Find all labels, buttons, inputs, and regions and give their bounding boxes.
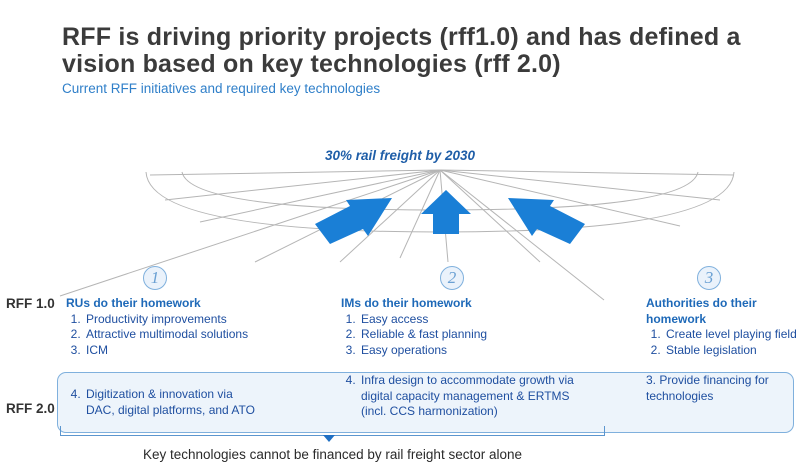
fan-ray [399,169,441,259]
column-1-rff1: RUs do their homework Productivity impro… [66,296,276,358]
column-3-rff1: Authorities do their homework Create lev… [646,296,798,358]
fan-ray [164,169,441,201]
column-2-rff2-list: Infra design to accommodate growth via d… [341,373,581,420]
footer-note: Key technologies cannot be financed by r… [143,447,522,462]
left-arrow-icon [315,198,392,244]
column-2-heading: IMs do their homework [341,296,472,310]
list-item: Attractive multimodal solutions [84,327,256,343]
list-item: Digitization & innovation via DAC, digit… [84,387,256,418]
column-1-rff2-list: Digitization & innovation via DAC, digit… [66,387,256,418]
fan-ray [439,169,541,263]
fan-ray [59,169,441,297]
right-arrow-icon [508,198,585,244]
column-2-rff1: IMs do their homework Easy access Reliab… [341,296,571,358]
column-3-list: Create level playing field Stable legisl… [646,327,798,358]
down-arrow-icon [323,435,335,442]
fan-ray [439,169,735,176]
column-1-rff2: Digitization & innovation via DAC, digit… [66,387,256,418]
fan-ray [439,169,605,301]
fan-ray [439,169,681,227]
list-item: Infra design to accommodate growth via d… [359,373,581,420]
column-3-rff2: 3. Provide financing for technologies [646,373,769,403]
row-label-rff1: RFF 1.0 [6,296,55,311]
page-title: RFF is driving priority projects (rff1.0… [62,23,741,78]
goal-label: 30% rail freight by 2030 [324,148,476,163]
column-2-list: Easy access Reliable & fast planning Eas… [341,312,571,359]
up-arrow-icon [421,190,471,234]
page-subtitle: Current RFF initiatives and required key… [62,81,381,96]
fan-ray [149,169,441,176]
list-item: Productivity improvements [84,312,276,328]
list-item: Easy access [359,312,571,328]
fan-ray [339,169,441,263]
column-1-list: Productivity improvements Attractive mul… [66,312,276,359]
list-item: Stable legislation [664,343,798,359]
step-2-badge: 2 [440,266,464,290]
list-item: ICM [84,343,276,359]
step-3-badge: 3 [697,266,721,290]
column-1-heading: RUs do their homework [66,296,201,310]
list-item: Easy operations [359,343,571,359]
list-item: Reliable & fast planning [359,327,571,343]
row-label-rff2: RFF 2.0 [6,401,55,416]
step-1-badge: 1 [143,266,167,290]
fan-ray [439,169,721,201]
fan-ray [199,169,441,223]
rff2-box [57,372,794,433]
column-2-rff2: Infra design to accommodate growth via d… [341,373,581,420]
list-item: Create level playing field [664,327,798,343]
column-3-heading: Authorities do their homework [646,296,757,326]
